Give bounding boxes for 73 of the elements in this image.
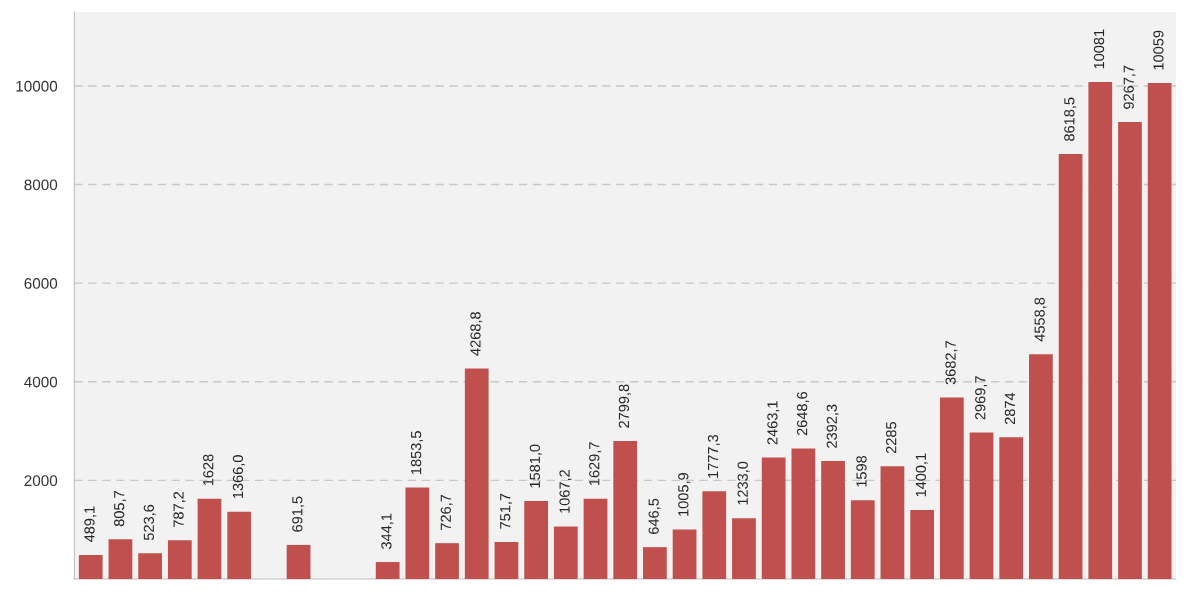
data-label: 2799,8 bbox=[618, 384, 631, 428]
data-label: 751,7 bbox=[500, 493, 513, 529]
bar bbox=[435, 543, 459, 579]
bar bbox=[702, 491, 727, 579]
bar bbox=[583, 498, 608, 579]
data-label: 2969,7 bbox=[975, 376, 988, 420]
data-label: 523,6 bbox=[143, 504, 156, 541]
data-label: 4268,8 bbox=[470, 312, 483, 356]
bar bbox=[138, 553, 162, 579]
data-label: 1366,0 bbox=[232, 455, 245, 499]
data-label: 3682,7 bbox=[945, 341, 958, 385]
data-label: 805,7 bbox=[114, 491, 127, 527]
bar bbox=[880, 466, 905, 579]
bar bbox=[821, 461, 845, 579]
y-tick-label: 4000 bbox=[24, 376, 58, 388]
bar bbox=[375, 562, 400, 579]
data-label: 1853,5 bbox=[410, 431, 423, 474]
data-label: 1628 bbox=[203, 454, 214, 486]
bar bbox=[108, 539, 133, 579]
data-label: 1777,3 bbox=[707, 434, 720, 478]
bar bbox=[613, 440, 638, 579]
y-tick-label: 8000 bbox=[24, 179, 58, 191]
bar bbox=[1118, 122, 1142, 579]
data-label: 10059 bbox=[1153, 30, 1164, 70]
data-label: 10081 bbox=[1093, 29, 1105, 69]
bar bbox=[167, 540, 192, 579]
data-label: 1005,9 bbox=[678, 472, 691, 516]
bar bbox=[197, 498, 222, 579]
data-label: 1067,2 bbox=[559, 470, 572, 513]
bar bbox=[939, 397, 964, 579]
data-label: 344,1 bbox=[381, 513, 394, 549]
bar bbox=[524, 501, 548, 579]
bar bbox=[1029, 354, 1053, 579]
data-label: 1233,0 bbox=[737, 461, 750, 505]
y-tick-label: 10000 bbox=[16, 80, 58, 92]
bar bbox=[910, 509, 934, 579]
bar bbox=[494, 541, 519, 579]
data-label: 787,2 bbox=[173, 491, 186, 527]
y-tick-label: 6000 bbox=[24, 278, 58, 289]
data-label: 2392,3 bbox=[826, 404, 839, 448]
bar bbox=[405, 487, 430, 579]
data-label: 489,1 bbox=[84, 506, 97, 543]
data-label: 2463,1 bbox=[767, 401, 780, 445]
bar bbox=[1058, 154, 1083, 579]
data-label: 1581,0 bbox=[529, 444, 542, 488]
data-label: 1400,1 bbox=[915, 453, 928, 497]
data-label: 9267,7 bbox=[1123, 65, 1136, 109]
data-label: 2874 bbox=[1004, 392, 1016, 425]
bar bbox=[672, 529, 697, 579]
bar bbox=[732, 518, 756, 579]
bar bbox=[999, 437, 1024, 579]
data-label: 691,5 bbox=[292, 496, 305, 532]
bar bbox=[464, 368, 489, 579]
data-label: 4558,8 bbox=[1034, 297, 1047, 342]
bar bbox=[643, 547, 667, 579]
data-label: 2285 bbox=[886, 422, 897, 454]
bar bbox=[227, 511, 252, 579]
data-label: 2648,6 bbox=[796, 391, 809, 436]
bar bbox=[1088, 81, 1113, 579]
data-label: 646,5 bbox=[648, 498, 661, 534]
bar bbox=[850, 500, 875, 579]
y-tick-label: 2000 bbox=[24, 475, 58, 487]
data-label: 1598 bbox=[856, 455, 867, 487]
data-label: 726,7 bbox=[440, 494, 453, 530]
bar bbox=[1147, 83, 1172, 579]
bar bbox=[761, 457, 786, 579]
bar bbox=[78, 554, 103, 579]
bar bbox=[791, 448, 816, 579]
data-label: 1629,7 bbox=[589, 442, 602, 486]
bar bbox=[553, 526, 578, 579]
data-label: 8618,5 bbox=[1064, 97, 1077, 141]
bar bbox=[969, 432, 994, 579]
bar bbox=[286, 544, 311, 579]
